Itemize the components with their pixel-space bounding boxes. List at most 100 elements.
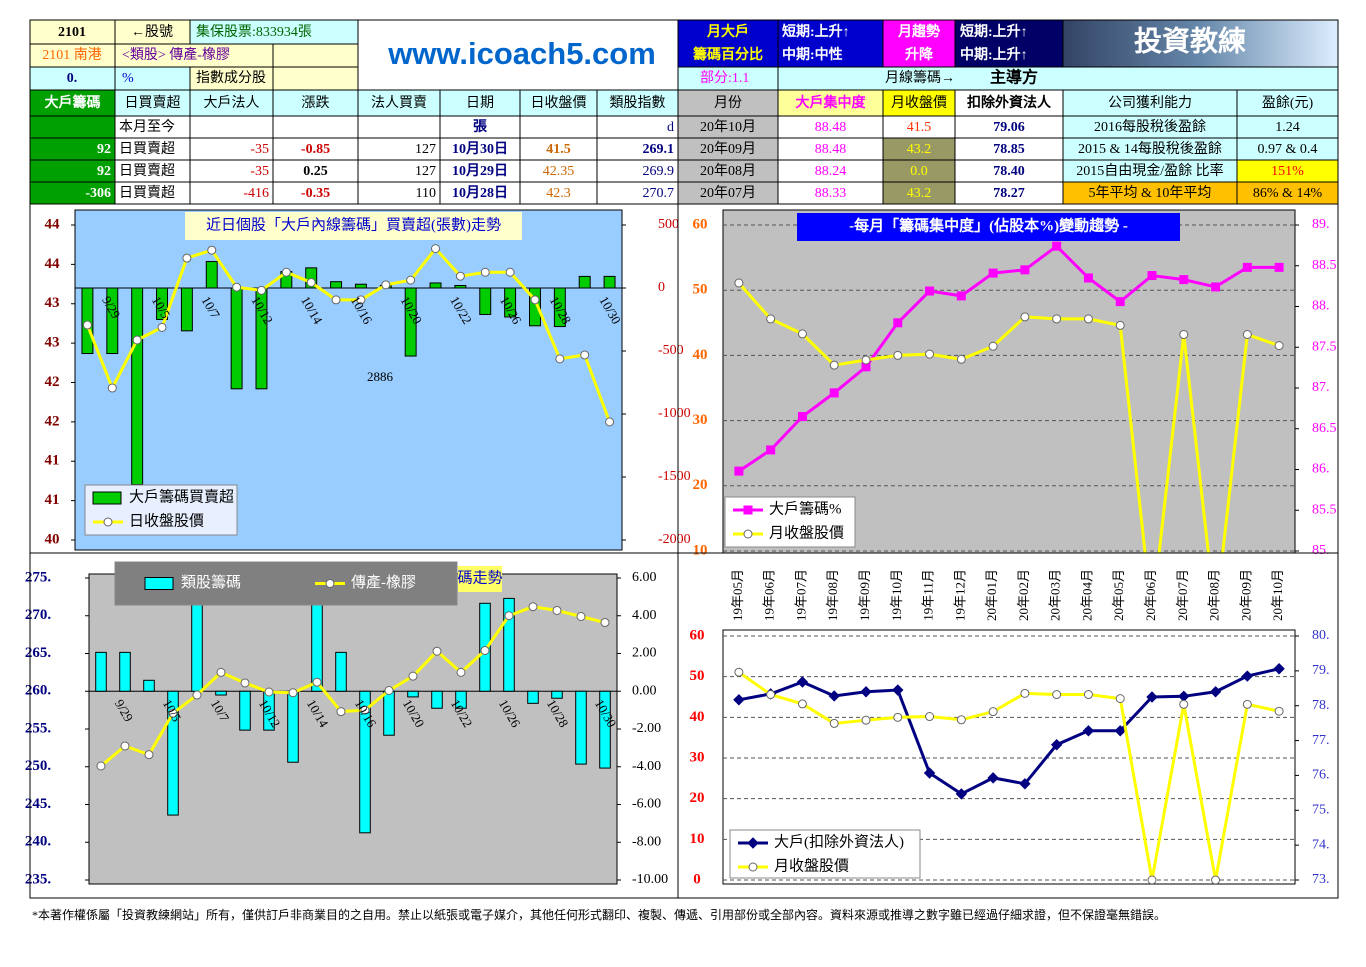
x-tick-label: 19年12月 (952, 569, 967, 621)
cell (272, 43, 359, 68)
y-tick-label: 41 (45, 492, 60, 508)
bar (230, 287, 243, 390)
table-text: 78.27 (993, 186, 1025, 201)
legend-label: 大戶(扣除外資法人) (774, 833, 904, 850)
big-holder: 月大戶 (706, 23, 749, 40)
table-text: 88.48 (815, 120, 847, 135)
marker (988, 341, 998, 351)
y2-tick-label: -4.00 (632, 759, 661, 774)
marker (336, 707, 346, 717)
marker (1115, 320, 1125, 330)
marker (748, 862, 758, 872)
marker (1211, 282, 1221, 292)
bar (215, 690, 227, 696)
y2-tick-label: 77. (1312, 733, 1330, 748)
cell (777, 66, 1339, 91)
x-tick-label: 19年07月 (793, 569, 808, 621)
marker (408, 671, 418, 681)
marker (1209, 686, 1222, 698)
marker (232, 282, 242, 292)
bar (599, 690, 611, 769)
table-text: 日買賣超 (125, 95, 181, 111)
bar (575, 690, 587, 765)
marker (576, 612, 586, 622)
marker (956, 291, 966, 301)
table-text: 日買賣超 (119, 185, 175, 201)
legend-swatch (92, 491, 122, 505)
y2-tick-label: 4.00 (632, 608, 657, 623)
marker (331, 295, 341, 305)
x-tick-label: 20年10月 (1270, 569, 1285, 621)
marker (1242, 330, 1252, 340)
footer: *本著作權係屬「投資教練網站」所有，僅供訂戶非商業目的之自用。禁止以紙張或電子媒… (32, 907, 1166, 922)
table-text: -0.35 (301, 186, 330, 201)
line (737, 282, 1280, 553)
marker (528, 602, 538, 612)
site-logo: www.icoach5.com (387, 36, 656, 71)
marker (893, 350, 903, 360)
dominant: 主導方 (990, 68, 1038, 87)
legend-label: 大戶籌碼買賣超 (129, 488, 234, 505)
chart-title: 碼走勢 (457, 569, 502, 586)
marker (734, 667, 744, 677)
annotation: 2886 (367, 369, 394, 384)
y-tick-label: 20 (690, 790, 705, 806)
marker (1274, 341, 1284, 351)
marker (455, 271, 465, 281)
marker (431, 244, 441, 254)
brand-logo-bg (1062, 19, 1339, 68)
marker (861, 355, 871, 365)
marker (216, 667, 226, 677)
table-text: d (667, 120, 674, 135)
table-text: 月份 (714, 95, 742, 111)
table: 大戶籌碼 日買賣超 大戶法人 漲跌 法人買賣 日期 日收盤價 類股指數 月份 大戶集中度 月收盤價扣… (29, 89, 1339, 205)
table-text: 43.2 (907, 142, 932, 157)
short-term: 短期:上升↑ (782, 23, 850, 40)
table-cell (439, 89, 521, 117)
marker (766, 314, 776, 324)
table-text: 20年08月 (700, 163, 756, 179)
y2-tick-label: 79. (1312, 663, 1330, 678)
marker (456, 667, 466, 677)
y2-tick-label: 80. (1312, 628, 1330, 643)
chart-title: -每月「籌碼集中度」(佔股本%)變動趨勢 - (849, 216, 1128, 234)
y-tick-label: 60 (693, 216, 708, 232)
y2-tick-label: 0 (658, 280, 665, 295)
table-text: 2016每股稅後盈餘 (1094, 118, 1206, 135)
marker (432, 646, 442, 656)
marker (1147, 875, 1157, 884)
marker (157, 322, 167, 332)
x-tick-label: 20年05月 (1111, 569, 1126, 621)
y2-tick-label: -8.00 (632, 834, 661, 849)
marker (955, 788, 968, 800)
marker (530, 295, 540, 305)
marker (797, 329, 807, 339)
marker (555, 354, 565, 364)
marker (1052, 241, 1062, 251)
table-text: -306 (85, 186, 111, 201)
table-text: 0.0 (910, 164, 928, 179)
y2-tick-label: -2000 (658, 532, 691, 547)
marker (956, 715, 966, 725)
bar (180, 287, 193, 332)
x-tick-label: 19年11月 (921, 569, 936, 621)
y-tick-label: 43 (45, 335, 60, 351)
table-text: 88.24 (815, 164, 847, 179)
y2-tick-label: 2.00 (632, 646, 657, 661)
marker (925, 349, 935, 359)
trend-sub: 升降 (905, 46, 934, 63)
marker (893, 318, 903, 328)
bar (407, 690, 419, 698)
table-text: 86% & 14% (1253, 186, 1323, 201)
x-tick-label: 19年06月 (762, 569, 777, 621)
marker (1052, 314, 1062, 324)
part: 部分:1.1 (700, 70, 749, 86)
table-text: 41.5 (546, 142, 571, 157)
bar (335, 651, 347, 692)
short-term-2: 短期:上升↑ (960, 23, 1028, 40)
table-cell (272, 89, 359, 117)
index-member: 指數成分股 (196, 70, 266, 86)
series-group (89, 574, 617, 834)
y-tick-label: 40 (45, 531, 60, 547)
marker (356, 295, 366, 305)
